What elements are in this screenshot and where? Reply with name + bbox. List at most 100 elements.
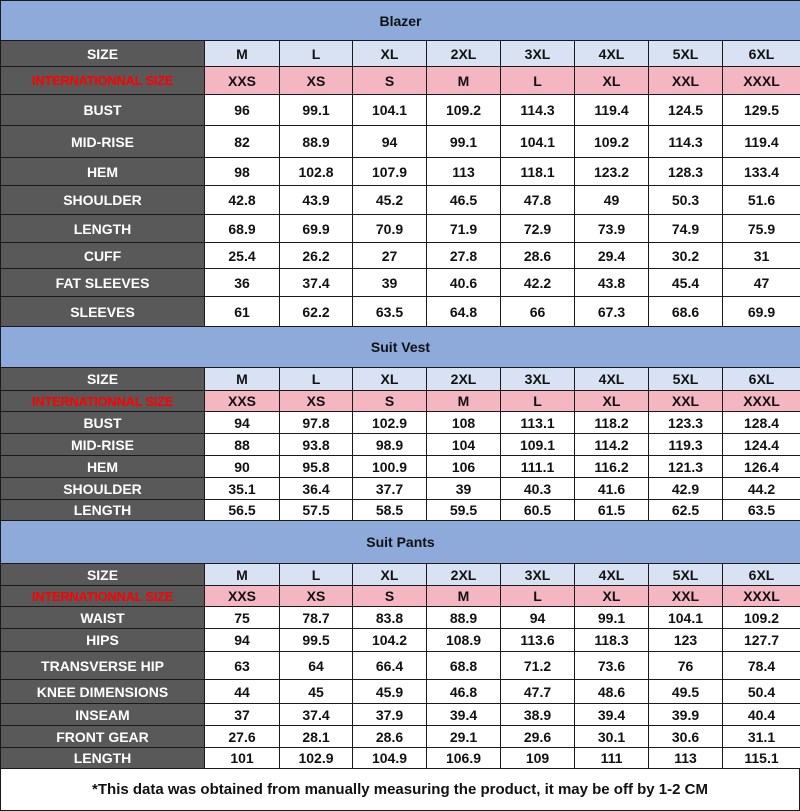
table-cell: 102.9 (352, 411, 427, 434)
table-cell: S (352, 66, 427, 95)
table-cell: 31 (722, 242, 800, 269)
table-cell: XL (574, 390, 649, 412)
table-cell: 98 (204, 157, 280, 186)
table-cell: L (500, 66, 575, 95)
table-cell: 5XL (648, 40, 723, 67)
table-cell: 36.4 (279, 477, 353, 500)
row-label: TRANSVERSE HIP (0, 651, 205, 680)
row-label: WAIST (0, 606, 205, 629)
table-cell: 109.2 (574, 125, 649, 158)
table-cell: 38.9 (500, 703, 575, 726)
suit-pants-row-size: SIZE M L XL 2XL 3XL 4XL 5XL 6XL (0, 563, 800, 586)
table-cell: 107.9 (352, 157, 427, 186)
table-cell: M (204, 367, 280, 391)
table-cell: 61 (204, 296, 280, 327)
suit-pants-row-waist: WAIST 75 78.7 83.8 88.9 94 99.1 104.1 109.2 (0, 606, 800, 629)
table-cell: 27.8 (426, 242, 501, 269)
table-cell: 40.3 (500, 477, 575, 500)
table-cell: 111 (574, 747, 649, 769)
suit-vest-row-mid-rise: MID-RISE 88 93.8 98.9 104 109.1 114.2 119.3 124.… (0, 433, 800, 456)
table-cell: 39.9 (648, 703, 723, 726)
table-cell: 99.1 (574, 606, 649, 629)
table-cell: 40.4 (722, 703, 800, 726)
table-cell: 6XL (722, 367, 800, 391)
row-label: LENGTH (0, 214, 205, 243)
table-cell: 35.1 (204, 477, 280, 500)
table-cell: 63.5 (722, 499, 800, 521)
table-cell: 104.1 (500, 125, 575, 158)
row-label: HEM (0, 157, 205, 186)
table-cell: 57.5 (279, 499, 353, 521)
table-cell: 73.9 (574, 214, 649, 243)
row-label: MID-RISE (0, 125, 205, 158)
table-cell: 30.2 (648, 242, 723, 269)
table-cell: 46.8 (426, 679, 501, 704)
table-cell: L (279, 563, 353, 586)
table-cell: XXL (648, 66, 723, 95)
suit-pants-row-front-gear: FRONT GEAR 27.6 28.1 28.6 29.1 29.6 30.1 30.6 31… (0, 725, 800, 748)
table-cell: 37 (204, 703, 280, 726)
table-cell: XXL (648, 585, 723, 607)
table-cell: 64 (279, 651, 353, 680)
table-cell: 109.2 (722, 606, 800, 629)
row-label: HIPS (0, 628, 205, 652)
table-cell: 101 (204, 747, 280, 769)
table-cell: 128.3 (648, 157, 723, 186)
blazer-row-hem: HEM 98 102.8 107.9 113 118.1 123.2 128.3 133.4 (0, 157, 800, 186)
table-cell: 39.4 (574, 703, 649, 726)
table-cell: XL (352, 367, 427, 391)
blazer-row-bust: BUST 96 99.1 104.1 109.2 114.3 119.4 124.5 129.5 (0, 94, 800, 126)
table-cell: 75 (204, 606, 280, 629)
table-cell: 51.6 (722, 185, 800, 215)
table-cell: 63.5 (352, 296, 427, 327)
table-cell: 74.9 (648, 214, 723, 243)
table-cell: 61.5 (574, 499, 649, 521)
table-cell: XS (279, 390, 353, 412)
size-table: Blazer SIZE M L XL 2XL 3XL 4XL 5XL 6XL INTERNATION… (0, 0, 800, 769)
table-cell: 56.5 (204, 499, 280, 521)
row-label: SHOULDER (0, 185, 205, 215)
table-cell: 47.8 (500, 185, 575, 215)
table-cell: 2XL (426, 563, 501, 586)
table-cell: 109.1 (500, 433, 575, 456)
table-cell: XXS (204, 585, 280, 607)
row-label: CUFF (0, 242, 205, 269)
table-cell: 90 (204, 455, 280, 478)
table-cell: 76 (648, 651, 723, 680)
table-cell: 116.2 (574, 455, 649, 478)
suit-vest-row-hem: HEM 90 95.8 100.9 106 111.1 116.2 121.3 126.4 (0, 455, 800, 478)
table-cell: 106.9 (426, 747, 501, 769)
table-cell: 88.9 (279, 125, 353, 158)
table-cell: 114.3 (648, 125, 723, 158)
suit-vest-row-length: LENGTH 56.5 57.5 58.5 59.5 60.5 61.5 62.5 63.5 (0, 499, 800, 521)
suit-pants-title-row: Suit Pants (0, 520, 800, 564)
table-cell: 96 (204, 94, 280, 126)
table-cell: 82 (204, 125, 280, 158)
table-cell: 25.4 (204, 242, 280, 269)
table-cell: 104.9 (352, 747, 427, 769)
table-cell: 2XL (426, 40, 501, 67)
blazer-title-row: Blazer (0, 0, 800, 41)
table-cell: 99.5 (279, 628, 353, 652)
blazer-row-mid-rise: MID-RISE 82 88.9 94 99.1 104.1 109.2 114.3 119.4 (0, 125, 800, 158)
table-cell: 102.8 (279, 157, 353, 186)
table-cell: 43.9 (279, 185, 353, 215)
table-cell: 129.5 (722, 94, 800, 126)
table-cell: 42.2 (500, 268, 575, 297)
table-cell: 88 (204, 433, 280, 456)
table-cell: 39 (426, 477, 501, 500)
table-cell: 29.6 (500, 725, 575, 748)
table-cell: 36 (204, 268, 280, 297)
table-cell: 50.3 (648, 185, 723, 215)
table-cell: 119.4 (722, 125, 800, 158)
row-label: BUST (0, 94, 205, 126)
row-label: INTERNATIONNAL SIZE (0, 66, 205, 95)
suit-vest-title-row: Suit Vest (0, 326, 800, 368)
table-cell: 46.5 (426, 185, 501, 215)
table-cell: 99.1 (279, 94, 353, 126)
table-cell: 123.3 (648, 411, 723, 434)
table-cell: XXS (204, 66, 280, 95)
table-cell: L (500, 390, 575, 412)
table-cell: 66.4 (352, 651, 427, 680)
table-cell: 37.4 (279, 703, 353, 726)
